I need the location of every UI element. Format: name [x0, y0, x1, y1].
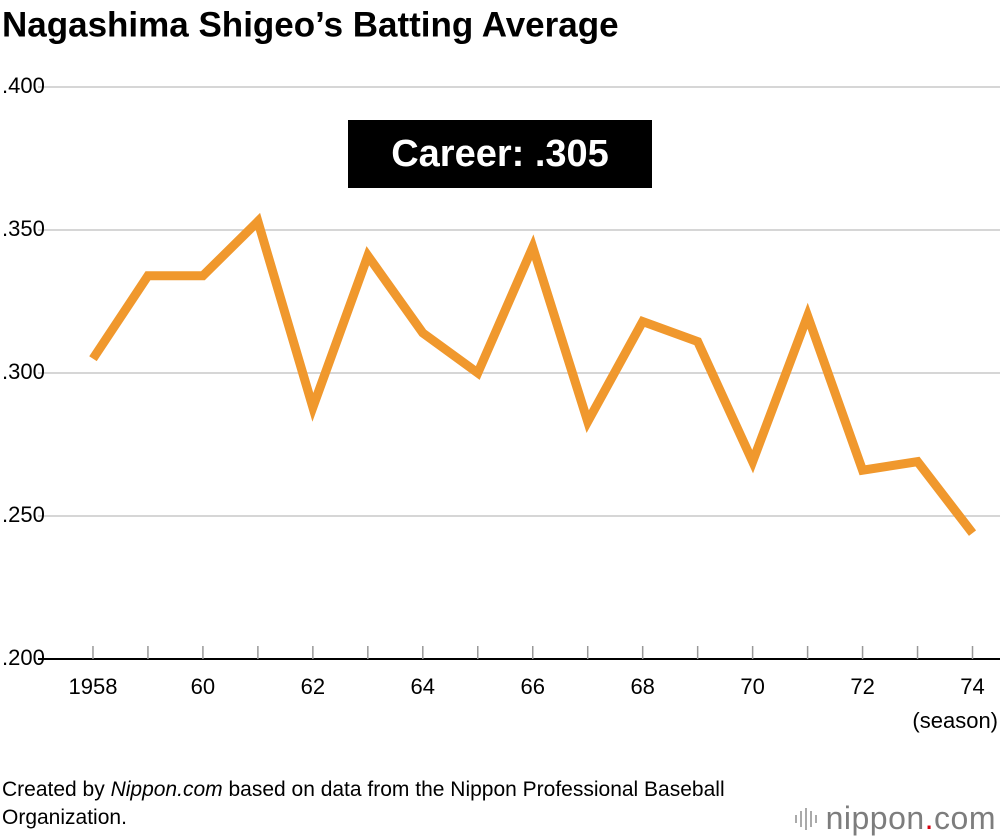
source-text: based on data from the Nippon Profession…	[2, 778, 725, 829]
x-tick-label: 66	[521, 674, 545, 699]
logo-icon	[794, 808, 817, 830]
grid	[38, 86, 1000, 660]
x-tick-label: 72	[850, 674, 874, 699]
x-tick-label: 62	[301, 674, 325, 699]
y-tick-label: .300	[2, 359, 45, 384]
logo-dot: .	[924, 800, 935, 836]
y-tick-label: .400	[2, 73, 45, 98]
source-text: Created by	[2, 778, 111, 801]
x-tick-label: 64	[411, 674, 435, 699]
y-tick-label: .350	[2, 216, 45, 241]
x-tick-label: 68	[630, 674, 654, 699]
logo: nippon.com	[794, 800, 996, 837]
logo-text: nippon	[825, 800, 925, 836]
y-tick-label: .250	[2, 502, 45, 527]
x-axis-label: (season)	[912, 708, 998, 733]
x-tick-label: 74	[960, 674, 984, 699]
annotation: Career: .305	[391, 133, 609, 175]
y-tick-label: .200	[2, 645, 45, 670]
source-text: Nippon.com	[110, 778, 223, 801]
logo-text: com	[934, 800, 996, 836]
x-tick-label: 1958	[68, 674, 117, 699]
x-tick-label: 70	[740, 674, 764, 699]
source-note: Created by Nippon.com based on data from…	[2, 776, 782, 832]
chart-title: Nagashima Shigeo’s Batting Average	[2, 5, 619, 44]
x-tick-label: 60	[191, 674, 215, 699]
chart: Nagashima Shigeo’s Batting Average (seas…	[2, 5, 1000, 733]
data-line	[89, 212, 977, 536]
annotation-box	[348, 120, 652, 188]
